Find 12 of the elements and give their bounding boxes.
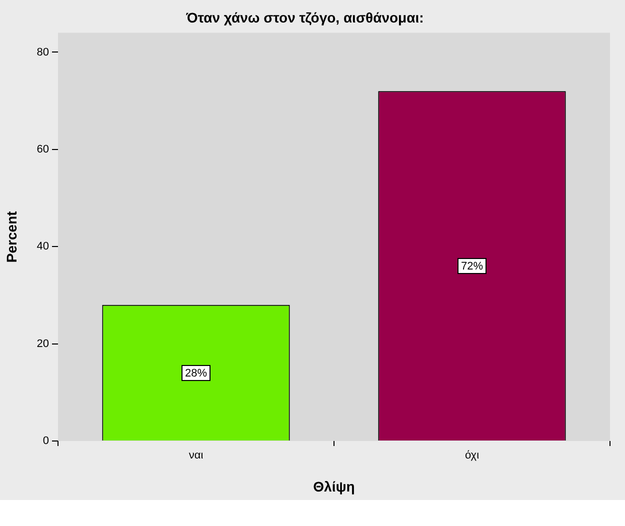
y-tick-label: 60 [36, 143, 49, 156]
y-tick-label: 80 [36, 46, 49, 58]
x-tick-label: όχι [464, 450, 480, 462]
data-label: 72% [460, 260, 484, 273]
y-tick-label: 20 [36, 338, 49, 350]
x-axis-title: Θλίψη [313, 478, 355, 494]
y-tick-label: 0 [42, 435, 49, 448]
data-label: 28% [184, 368, 208, 380]
chart-title: Όταν χάνω στον τζόγο, αισθάνομαι: [185, 9, 424, 26]
x-tick-label: ναι [188, 450, 204, 462]
y-tick-label: 40 [36, 240, 49, 253]
y-axis-title: Percent [3, 210, 20, 263]
